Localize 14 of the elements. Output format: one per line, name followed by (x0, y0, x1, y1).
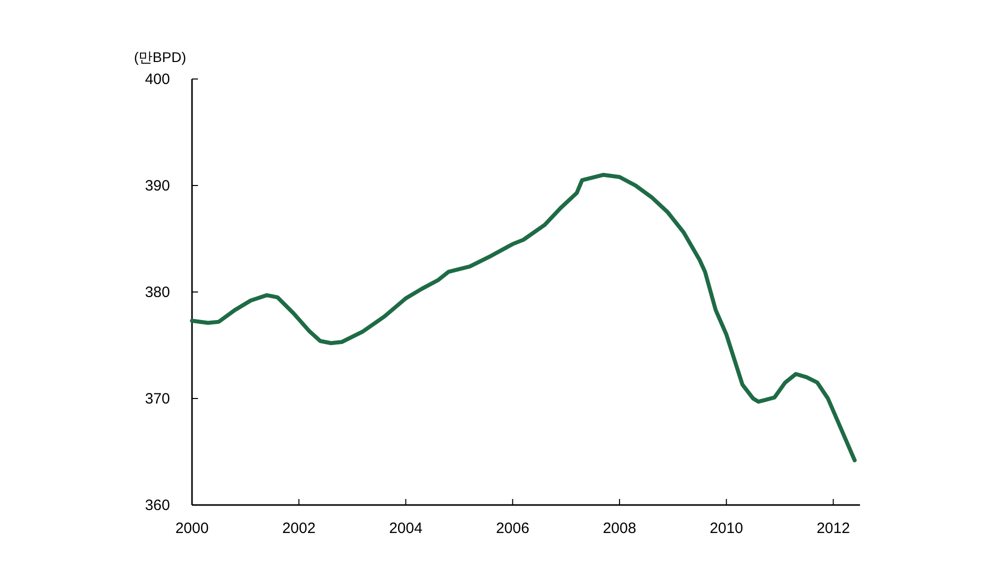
x-tick-label: 2006 (496, 520, 530, 537)
y-tick-label: 360 (144, 497, 170, 514)
x-tick-label: 2004 (389, 520, 422, 537)
x-tick-label: 2002 (282, 520, 316, 537)
y-tick-label: 390 (144, 178, 170, 194)
y-axis-title: (만BPD) (134, 49, 186, 65)
x-tick-label: 2008 (602, 520, 636, 537)
y-tick-label: 370 (144, 390, 170, 408)
y-tick-label: 380 (144, 284, 170, 301)
x-tick-label: 2010 (710, 520, 744, 537)
x-tick-label: 2012 (816, 520, 850, 537)
x-tick-label: 2000 (175, 520, 209, 537)
line-series (190, 172, 857, 462)
y-tick-label: 400 (144, 71, 170, 88)
